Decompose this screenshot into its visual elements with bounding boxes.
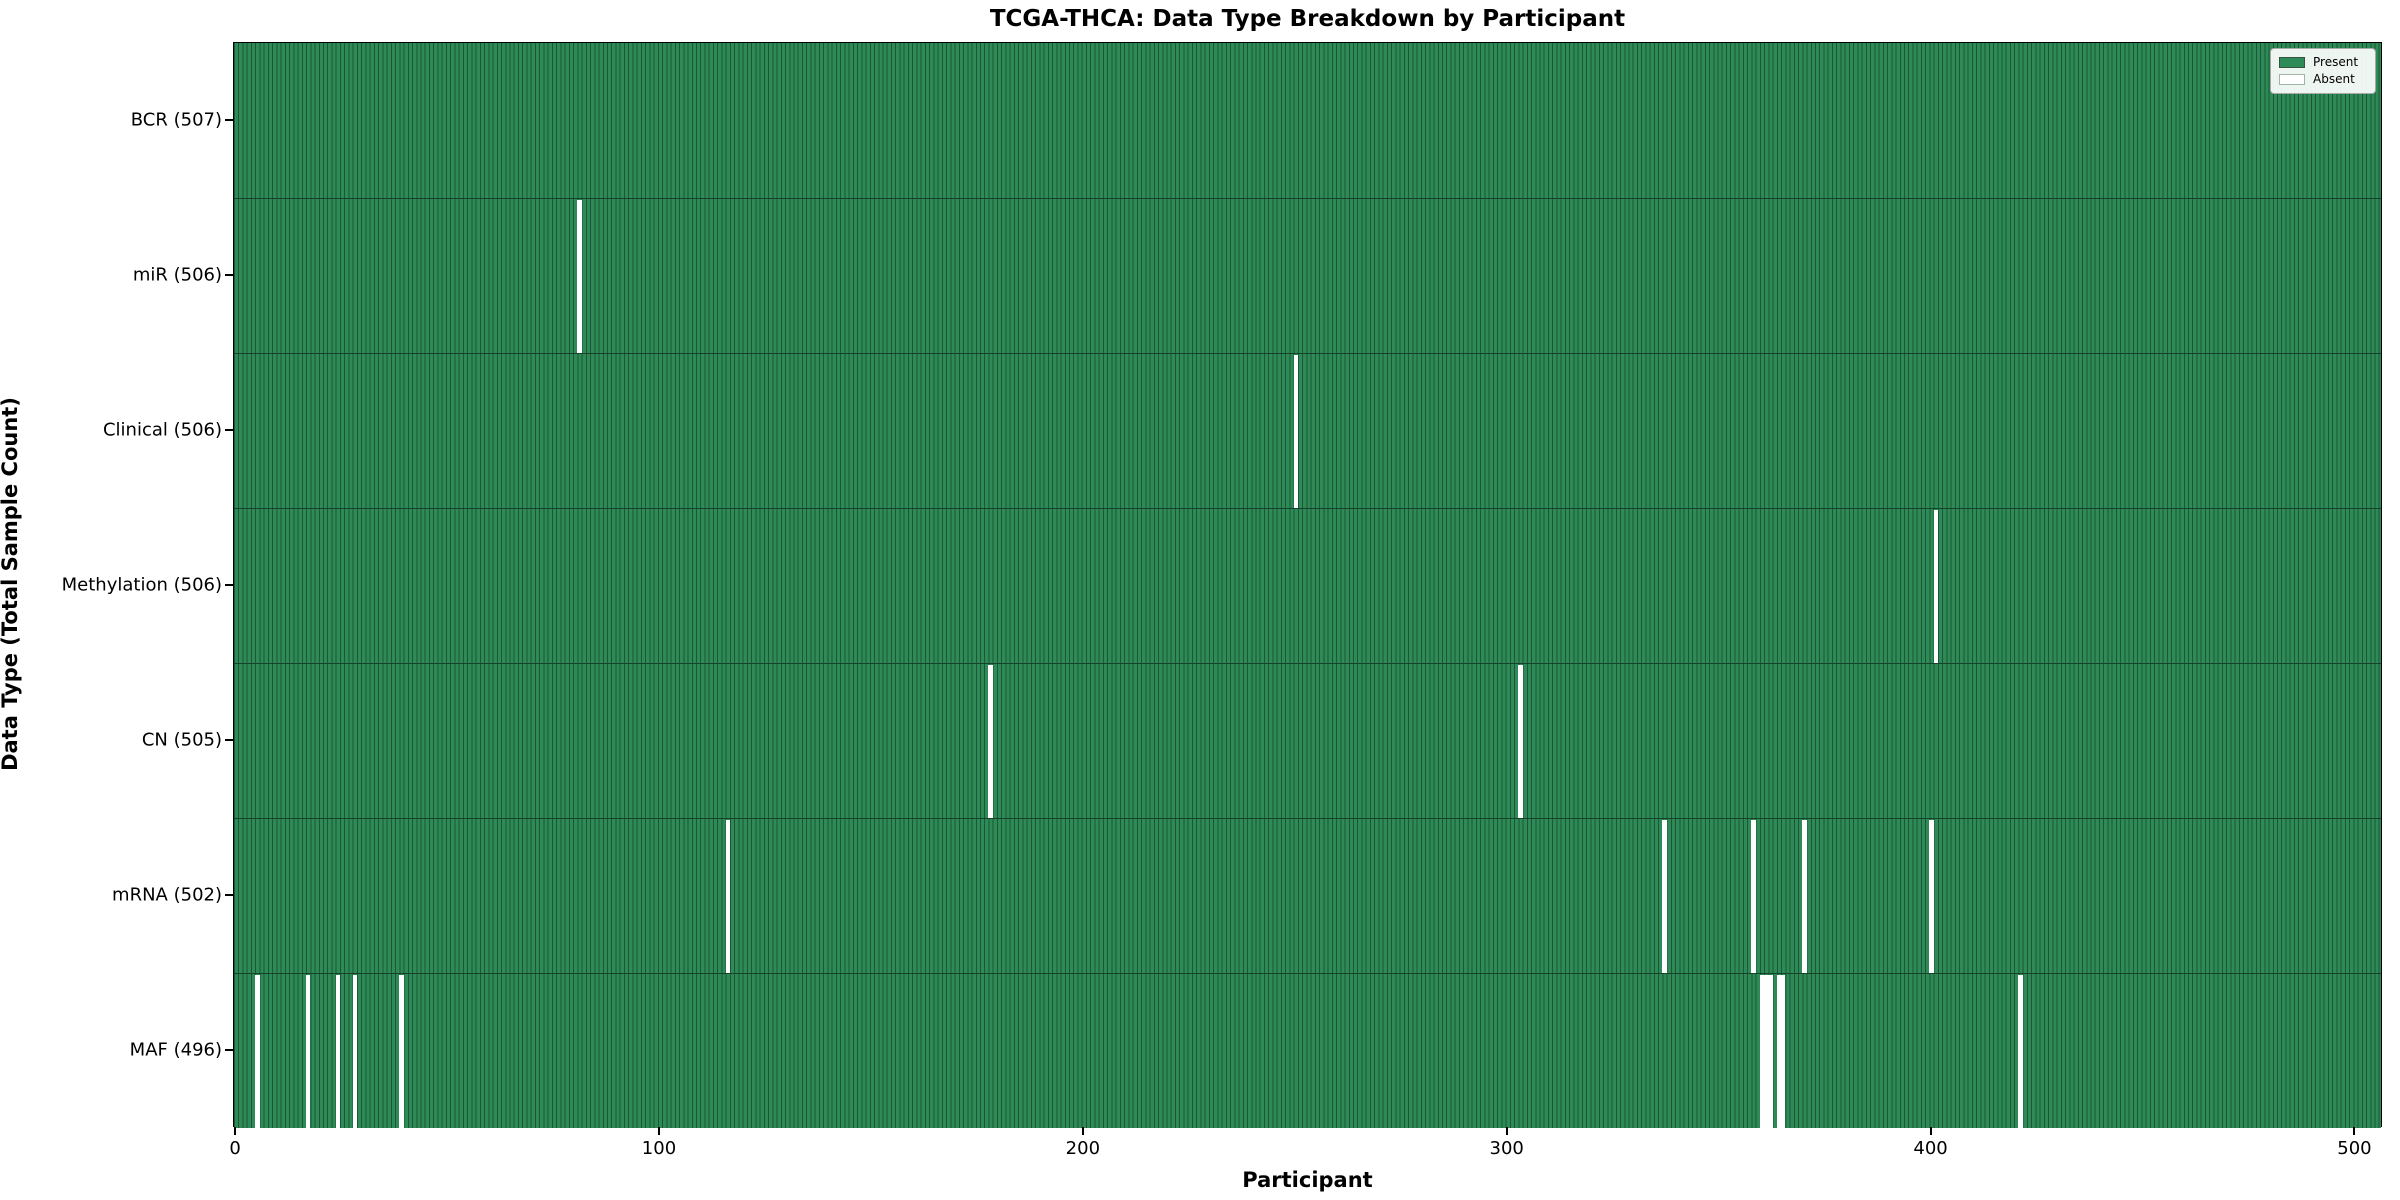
absent-gap bbox=[1764, 975, 1769, 1128]
y-tick-label: mRNA (502) bbox=[112, 884, 222, 905]
x-tick-label: 0 bbox=[229, 1138, 241, 1159]
plot-area bbox=[233, 42, 2382, 1128]
heatmap-row-methylation bbox=[234, 508, 2381, 663]
absent-gap bbox=[1759, 975, 1765, 1128]
absent-gap bbox=[2018, 975, 2023, 1128]
absent-gap bbox=[1776, 975, 1782, 1128]
absent-gap bbox=[399, 975, 404, 1128]
chart-title: TCGA-THCA: Data Type Breakdown by Partic… bbox=[989, 6, 1626, 32]
legend-present-label: Present bbox=[2313, 55, 2359, 69]
present-swatch-icon bbox=[2279, 57, 2305, 68]
y-tick-mark bbox=[225, 583, 233, 586]
x-axis-label: Participant bbox=[1242, 1168, 1373, 1192]
y-tick-label: miR (506) bbox=[132, 264, 222, 285]
x-tick-mark bbox=[1929, 1127, 1932, 1135]
y-tick-mark bbox=[225, 118, 233, 121]
absent-gap bbox=[335, 975, 341, 1128]
legend: Present Absent bbox=[2270, 48, 2376, 94]
heatmap-row-mrna bbox=[234, 818, 2381, 973]
y-tick-label: BCR (507) bbox=[130, 109, 222, 130]
absent-gap bbox=[1518, 665, 1523, 818]
absent-gap bbox=[1802, 820, 1807, 973]
absent-gap bbox=[1662, 820, 1667, 973]
absent-gap bbox=[1929, 820, 1934, 973]
heatmap-row-clinical bbox=[234, 353, 2381, 508]
x-tick-mark bbox=[2353, 1127, 2356, 1135]
y-tick-mark bbox=[225, 1048, 233, 1051]
x-tick-label: 200 bbox=[1065, 1138, 1101, 1159]
x-tick-mark bbox=[234, 1127, 237, 1135]
y-tick-mark bbox=[225, 428, 233, 431]
legend-entry-present: Present bbox=[2279, 54, 2367, 71]
y-tick-label: Clinical (506) bbox=[102, 419, 222, 440]
x-tick-label: 500 bbox=[2337, 1138, 2372, 1159]
x-tick-mark bbox=[1081, 1127, 1084, 1135]
y-tick-mark bbox=[225, 738, 233, 741]
absent-gap bbox=[988, 665, 993, 818]
x-tick-label: 400 bbox=[1913, 1138, 1948, 1159]
absent-gap bbox=[577, 200, 582, 353]
absent-swatch-icon bbox=[2279, 74, 2305, 85]
y-tick-mark bbox=[225, 273, 233, 276]
heatmap-row-cn bbox=[234, 663, 2381, 818]
legend-absent-label: Absent bbox=[2313, 72, 2355, 86]
absent-gap bbox=[1751, 820, 1756, 973]
heatmap-row-mir bbox=[234, 198, 2381, 353]
absent-gap bbox=[1781, 975, 1786, 1128]
absent-gap bbox=[305, 975, 311, 1128]
absent-gap bbox=[1293, 355, 1298, 508]
y-tick-label: Methylation (506) bbox=[61, 574, 222, 595]
y-axis-label: Data Type (Total Sample Count) bbox=[0, 397, 22, 771]
absent-gap bbox=[725, 820, 731, 973]
x-tick-label: 100 bbox=[641, 1138, 677, 1159]
x-tick-mark bbox=[1505, 1127, 1508, 1135]
y-tick-label: CN (505) bbox=[141, 729, 222, 750]
legend-entry-absent: Absent bbox=[2279, 71, 2367, 88]
absent-gap bbox=[352, 975, 357, 1128]
x-tick-mark bbox=[657, 1127, 660, 1135]
y-tick-mark bbox=[225, 893, 233, 896]
y-tick-label: MAF (496) bbox=[129, 1039, 222, 1060]
heatmap-row-maf bbox=[234, 973, 2381, 1128]
absent-gap bbox=[1933, 510, 1939, 663]
heatmap-row-bcr bbox=[234, 43, 2381, 198]
absent-gap bbox=[255, 975, 260, 1128]
absent-gap bbox=[1768, 975, 1773, 1128]
x-tick-label: 300 bbox=[1489, 1138, 1524, 1159]
